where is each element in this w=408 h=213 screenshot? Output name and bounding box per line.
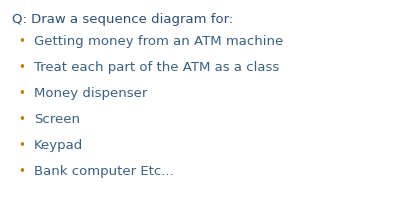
Text: •: •	[18, 35, 25, 48]
Text: •: •	[18, 139, 25, 152]
Text: Money dispenser: Money dispenser	[34, 87, 147, 100]
Text: Treat each part of the ATM as a class: Treat each part of the ATM as a class	[34, 61, 279, 74]
Text: Bank computer Etc...: Bank computer Etc...	[34, 165, 174, 178]
Text: Keypad: Keypad	[34, 139, 83, 152]
Text: Q: Draw a sequence diagram for:: Q: Draw a sequence diagram for:	[12, 13, 233, 26]
Text: •: •	[18, 165, 25, 178]
Text: •: •	[18, 87, 25, 100]
Text: •: •	[18, 113, 25, 126]
Text: Getting money from an ATM machine: Getting money from an ATM machine	[34, 35, 283, 48]
Text: •: •	[18, 61, 25, 74]
Text: Screen: Screen	[34, 113, 80, 126]
